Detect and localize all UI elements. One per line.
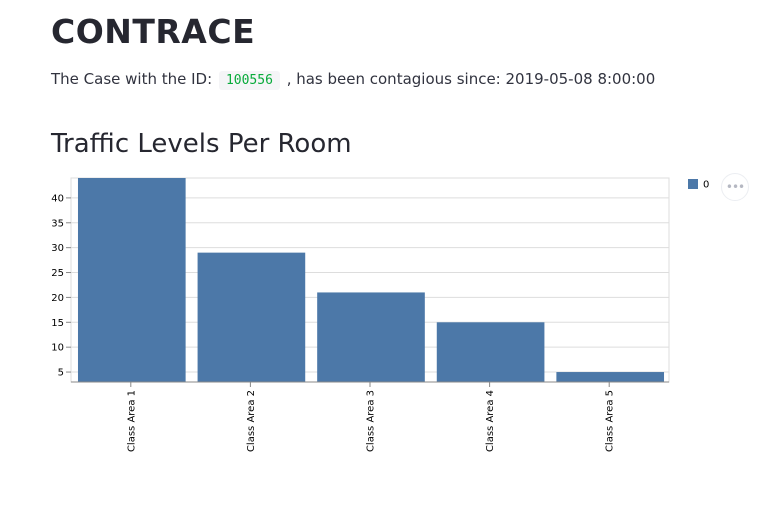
axis-layer: 5 10 15 20 25 30 35 40 Class Area 1 Class Area 2 C… — [51, 193, 669, 452]
y-tick-label: 30 — [51, 243, 64, 254]
legend-swatch — [688, 179, 698, 189]
legend-label: 0 — [703, 180, 709, 191]
y-tick-label: 40 — [51, 193, 64, 204]
bar — [317, 292, 425, 382]
section-title: Traffic Levels Per Room — [51, 129, 352, 159]
x-tick-label: Class Area 3 — [366, 390, 377, 452]
bar — [77, 178, 186, 382]
chart-container: 5 10 15 20 25 30 35 40 Class Area 1 Class Area 2 C… — [0, 170, 720, 474]
bar — [436, 322, 545, 382]
bar — [197, 252, 306, 382]
y-tick-label: 5 — [58, 368, 64, 379]
bar — [556, 372, 665, 382]
x-tick-label: Class Area 1 — [126, 390, 137, 452]
y-tick-label: 35 — [51, 218, 64, 229]
app-title: CONTRACE — [51, 12, 256, 51]
case-info: The Case with the ID: 100556 , has been … — [51, 67, 655, 93]
legend: 0 — [688, 179, 709, 191]
x-tick-label: Class Area 2 — [246, 390, 257, 452]
bar-layer — [77, 178, 665, 382]
case-prefix-text: The Case with the ID: — [51, 70, 213, 88]
bar-chart: 5 10 15 20 25 30 35 40 Class Area 1 Class Area 2 C… — [51, 177, 709, 452]
y-tick-label: 25 — [51, 268, 64, 279]
ellipsis-icon: ••• — [725, 180, 745, 194]
x-tick-label: Class Area 4 — [485, 390, 496, 452]
chart-menu-button[interactable]: ••• — [721, 173, 749, 201]
y-tick-label: 10 — [51, 343, 64, 354]
x-tick-label: Class Area 5 — [605, 390, 616, 452]
case-id-code: 100556 — [218, 71, 280, 90]
case-suffix-text: , has been contagious since: 2019-05-08 … — [286, 70, 656, 88]
y-tick-label: 15 — [51, 318, 64, 329]
y-tick-label: 20 — [51, 293, 64, 304]
